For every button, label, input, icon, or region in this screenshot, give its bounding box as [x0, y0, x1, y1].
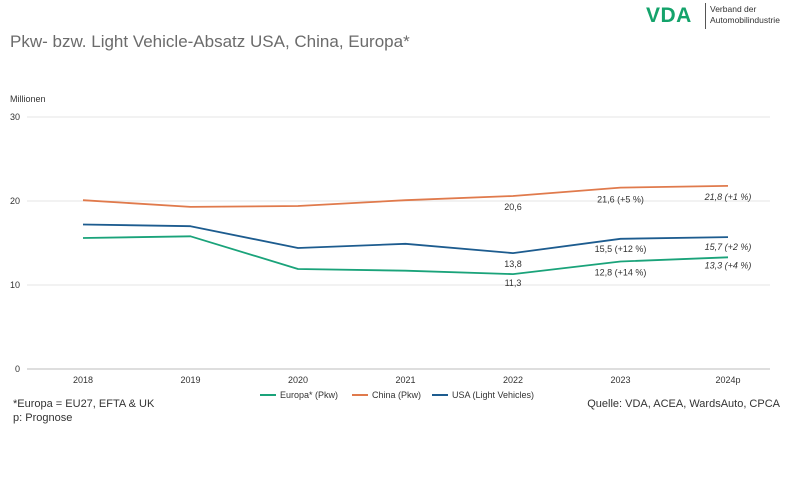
y-tick-label: 30 [10, 112, 20, 122]
data-label: 12,8 (+14 %) [595, 267, 647, 277]
data-label: 21,6 (+5 %) [597, 195, 644, 205]
data-label: 11,3 [505, 278, 522, 288]
source-note: Quelle: VDA, ACEA, WardsAuto, CPCA [587, 398, 780, 410]
footnote: *Europa = EU27, EFTA & UK p: Prognose [13, 398, 154, 425]
x-tick-label: 2024p [715, 375, 740, 385]
legend-label: Europa* (Pkw) [280, 390, 338, 400]
logo-mark: VDA [646, 4, 692, 27]
x-tick-label: 2020 [288, 375, 308, 385]
logo-text-line1: Verband der [710, 4, 757, 14]
x-tick-label: 2019 [180, 375, 200, 385]
y-tick-label: 0 [15, 364, 20, 374]
data-label: 15,7 (+2 %) [705, 242, 752, 252]
logo-text-line2: Automobilindustrie [710, 15, 780, 25]
footnote-europa: *Europa = EU27, EFTA & UK [13, 398, 155, 410]
y-tick-label: 10 [10, 280, 20, 290]
page-title: Pkw- bzw. Light Vehicle-Absatz USA, Chin… [10, 32, 410, 51]
series-line [82, 223, 729, 255]
data-label: 20,6 [504, 202, 522, 212]
logo-divider [705, 3, 706, 29]
legend-label: USA (Light Vehicles) [452, 390, 534, 400]
footnote-prognose: p: Prognose [13, 411, 73, 424]
y-tick-label: 20 [10, 196, 20, 206]
y-axis-label: Millionen [10, 94, 46, 104]
legend-label: China (Pkw) [372, 390, 421, 400]
x-tick-label: 2023 [610, 375, 630, 385]
data-label: 13,8 [504, 259, 522, 269]
logo-text: Verband der Automobilindustrie [710, 4, 780, 26]
data-label: 21,8 (+1 %) [704, 192, 752, 202]
data-label: 15,5 (+12 %) [595, 244, 647, 254]
data-label: 13,3 (+4 %) [705, 260, 752, 270]
x-tick-label: 2021 [395, 375, 415, 385]
series-line [82, 185, 729, 208]
x-tick-label: 2018 [73, 375, 93, 385]
series-line [82, 235, 729, 276]
x-tick-label: 2022 [503, 375, 523, 385]
